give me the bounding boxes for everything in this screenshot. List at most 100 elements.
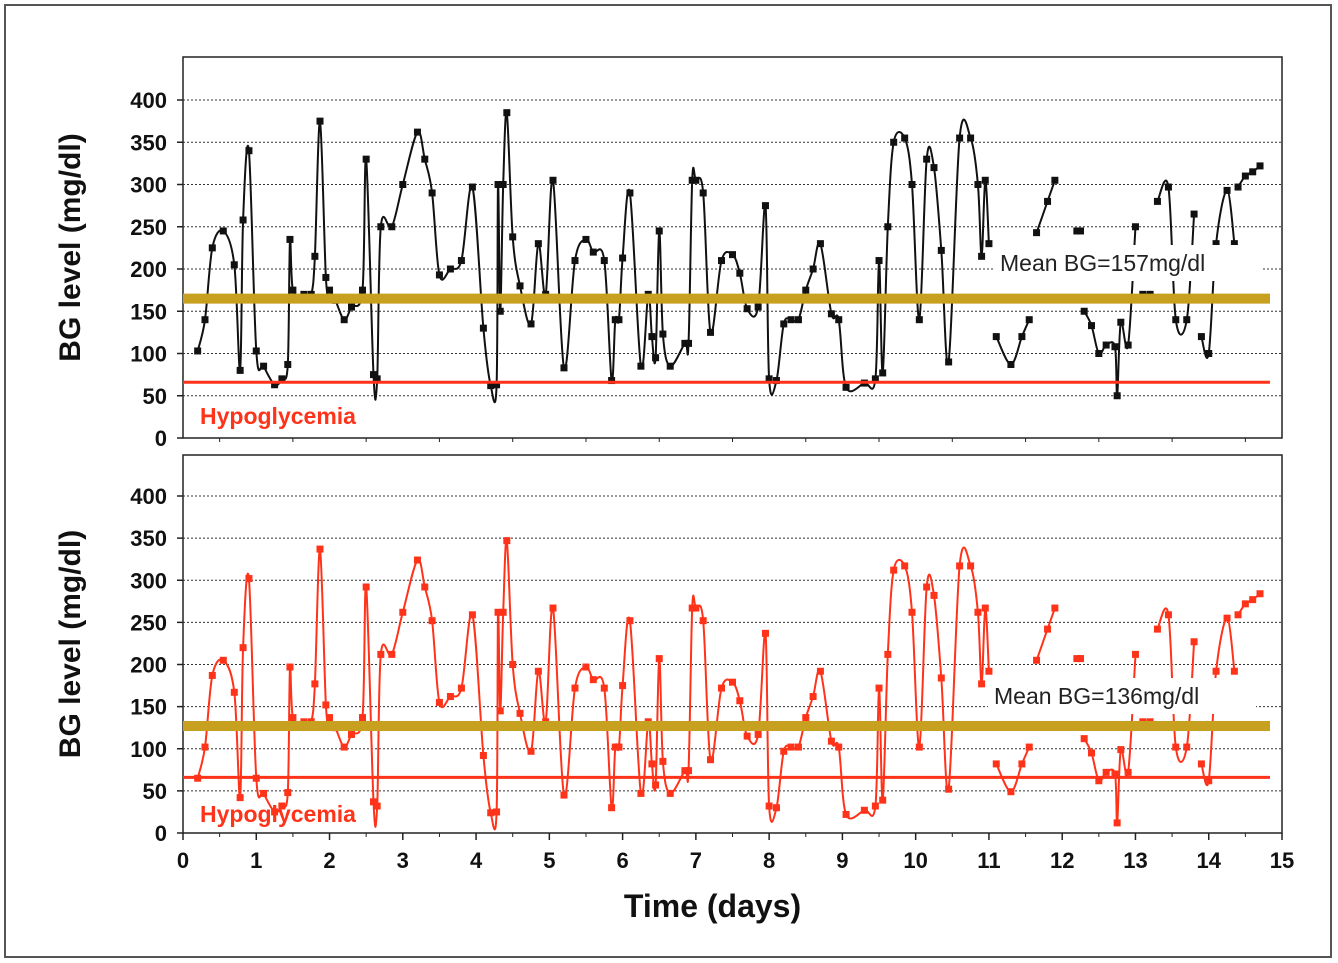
- data-point: [571, 257, 579, 265]
- data-point: [503, 537, 511, 545]
- data-point: [608, 377, 616, 385]
- data-point: [1044, 625, 1052, 633]
- data-point: [945, 785, 953, 793]
- series-line: [1200, 617, 1236, 787]
- data-point: [494, 181, 502, 188]
- data-point: [316, 117, 324, 125]
- data-point: [707, 328, 715, 336]
- data-point: [974, 181, 982, 188]
- data-point: [571, 684, 579, 692]
- data-point: [827, 310, 835, 318]
- data-point: [842, 810, 850, 818]
- data-point: [648, 760, 656, 768]
- data-point: [1234, 183, 1242, 191]
- x-tick-label: 5: [543, 848, 555, 873]
- data-point: [692, 604, 700, 612]
- data-point: [787, 743, 795, 751]
- x-tick-label: 3: [397, 848, 409, 873]
- bottom-panel: 0 50 100 150 200 250 300 350 400 BG level (mg/dl)…: [54, 454, 1283, 846]
- data-point: [871, 375, 879, 383]
- x-tick-label: 10: [903, 848, 927, 873]
- data-point: [1249, 596, 1257, 604]
- data-point: [648, 333, 656, 341]
- data-point: [560, 791, 568, 799]
- data-point: [827, 737, 835, 745]
- data-point: [681, 767, 689, 775]
- data-point: [802, 714, 810, 722]
- data-point: [637, 789, 645, 797]
- data-point: [981, 176, 989, 184]
- x-axis-label: Time (days): [624, 888, 801, 924]
- data-point: [245, 575, 253, 583]
- data-point: [626, 617, 634, 625]
- data-point: [754, 730, 762, 738]
- data-point: [1241, 600, 1249, 608]
- data-point: [816, 667, 824, 675]
- data-point: [509, 233, 517, 241]
- data-point: [359, 714, 367, 722]
- data-point: [659, 757, 667, 765]
- data-point: [1111, 343, 1119, 351]
- data-point: [311, 680, 319, 688]
- data-point: [729, 251, 736, 259]
- data-point: [780, 320, 788, 328]
- y-tick-label: 150: [130, 695, 167, 720]
- data-point: [1197, 333, 1205, 341]
- data-point: [772, 804, 780, 812]
- data-point: [194, 347, 202, 355]
- data-point: [1051, 604, 1059, 612]
- data-point: [1172, 743, 1180, 751]
- data-point: [729, 678, 736, 686]
- data-point: [835, 743, 843, 751]
- data-point: [1018, 760, 1026, 768]
- data-point: [534, 667, 542, 675]
- data-point: [527, 747, 535, 755]
- data-point: [1249, 168, 1257, 176]
- y-tick-label: 100: [130, 737, 167, 762]
- data-point: [516, 709, 524, 717]
- data-point: [230, 261, 238, 269]
- data-point: [978, 252, 986, 260]
- data-point: [772, 377, 780, 385]
- data-point: [666, 362, 674, 370]
- data-point: [699, 617, 707, 625]
- data-point: [1164, 611, 1172, 619]
- data-point: [802, 286, 810, 294]
- x-tick-label: 11: [977, 848, 1000, 873]
- data-point: [1212, 667, 1220, 675]
- data-point: [1044, 197, 1052, 205]
- data-point: [457, 684, 465, 692]
- data-point: [879, 796, 887, 804]
- y-tick-label: 50: [143, 779, 167, 804]
- data-point: [1007, 788, 1015, 796]
- data-point: [373, 802, 381, 810]
- top-panel: 0 50 100 150 200 250 300 350 400 BG level (mg/dl)…: [54, 56, 1283, 451]
- data-point: [1153, 625, 1161, 633]
- data-point: [560, 364, 568, 372]
- data-point: [316, 545, 324, 553]
- data-point: [901, 134, 909, 142]
- data-point: [652, 354, 660, 362]
- mean-label-box: [994, 245, 1262, 281]
- data-point: [688, 176, 696, 184]
- data-point: [1205, 777, 1213, 785]
- data-point: [692, 176, 700, 184]
- data-point: [589, 248, 597, 256]
- data-point: [362, 155, 370, 163]
- data-point: [985, 240, 993, 248]
- data-point: [286, 235, 294, 243]
- data-point: [1131, 650, 1139, 658]
- data-point: [399, 608, 407, 616]
- data-point: [340, 316, 348, 324]
- data-point: [981, 604, 989, 612]
- data-point: [1113, 392, 1121, 400]
- data-point: [421, 155, 429, 163]
- data-point: [582, 663, 590, 671]
- data-point: [794, 743, 802, 751]
- data-point: [978, 680, 986, 688]
- data-point: [685, 339, 693, 347]
- data-point: [615, 743, 623, 751]
- data-point: [1018, 333, 1026, 341]
- data-point: [421, 583, 429, 591]
